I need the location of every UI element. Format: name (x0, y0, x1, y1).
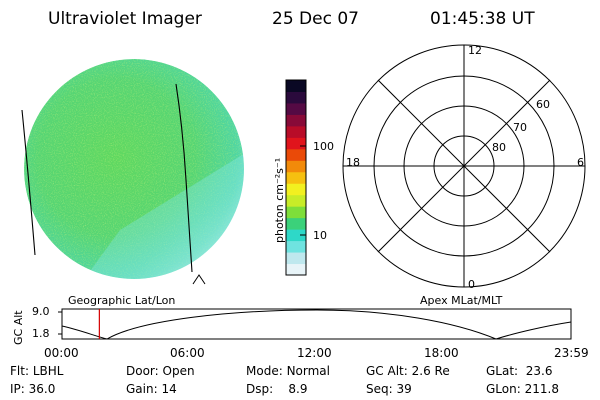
polar-lat-70: 70 (513, 121, 527, 134)
colorbar-frame (285, 79, 307, 276)
altitude-curve (61, 309, 572, 340)
timeline-y-tick-9: 9.0 (32, 305, 50, 318)
timeline-right-label: Apex MLat/MLT (420, 294, 503, 307)
date-label: 25 Dec 07 (272, 9, 359, 29)
info-glon: GLon: 211.8 (486, 382, 559, 396)
colorbar-cell (286, 171, 306, 184)
info-ip-value: 36.0 (28, 382, 56, 396)
colorbar-cell (286, 183, 306, 196)
polar-diagonal-2 (377, 79, 551, 253)
colorbar-cell (286, 229, 306, 242)
colorbar-cell (286, 194, 306, 207)
terminator-line-right (175, 83, 193, 273)
polar-lat-80: 80 (492, 141, 506, 154)
colorbar-cell (286, 240, 306, 253)
polar-label-6: 6 (577, 156, 584, 169)
info-gain: Gain: 14 (126, 382, 177, 396)
info-mode-value: Normal (286, 364, 330, 378)
x-tick-06-00: 06:00 (170, 346, 205, 360)
colorbar-cell (286, 125, 306, 138)
info-door-value: Open (162, 364, 195, 378)
info-gc-alt: GC Alt: 2.6 Re (366, 364, 450, 378)
colorbar-cell (286, 206, 306, 219)
x-tick-00-00: 00:00 (44, 346, 79, 360)
pointer-marker (192, 274, 206, 285)
colorbar-cell (286, 148, 306, 161)
colorbar-cell (286, 114, 306, 127)
info-glon-value: 211.8 (524, 382, 559, 396)
colorbar-cell (286, 252, 306, 265)
x-tick-12-00: 12:00 (297, 346, 332, 360)
timeline-y-label: GC Alt (12, 310, 25, 345)
terminator-line-left (21, 109, 36, 256)
x-tick-18-00: 18:00 (424, 346, 459, 360)
polar-label-0: 0 (468, 278, 475, 291)
info-flt: Flt: LBHL (10, 364, 64, 378)
polar-label-12: 12 (468, 44, 482, 57)
colorbar-label-100: 100 (313, 140, 334, 153)
info-flt-value: LBHL (32, 364, 64, 378)
info-dsp-value: 8.9 (288, 382, 308, 396)
info-seq: Seq: 39 (366, 382, 412, 396)
time-label: 01:45:38 UT (430, 9, 535, 29)
info-glat: GLat: 23.6 (486, 364, 553, 378)
colorbar-cell (286, 91, 306, 104)
info-glat-value: 23.6 (525, 364, 553, 378)
x-tick-23-59: 23:59 (554, 346, 589, 360)
timeline-left-label: Geographic Lat/Lon (68, 294, 176, 307)
info-door: Door: Open (126, 364, 195, 378)
polar-lat-60: 60 (536, 98, 550, 111)
info-dsp: Dsp: 8.9 (246, 382, 308, 396)
info-seq-value: 39 (396, 382, 412, 396)
colorbar-cell (286, 137, 306, 150)
colorbar-cell (286, 80, 306, 92)
timeline-y-tick-1-8: 1.8 (32, 327, 50, 340)
colorbar-cells (286, 80, 306, 276)
colorbar-label-10: 10 (313, 229, 327, 242)
colorbar-cell (286, 160, 306, 173)
timeline-frame (61, 308, 572, 340)
info-gain-value: 14 (161, 382, 177, 396)
colorbar-cell (286, 263, 306, 276)
colorbar-cell (286, 217, 306, 230)
info-mode: Mode: Normal (246, 364, 330, 378)
instrument-title: Ultraviolet Imager (48, 9, 202, 29)
info-gc-alt-value: 2.6 Re (411, 364, 450, 378)
polar-label-18: 18 (346, 156, 360, 169)
colorbar-cell (286, 102, 306, 115)
info-ip: IP: 36.0 (10, 382, 56, 396)
